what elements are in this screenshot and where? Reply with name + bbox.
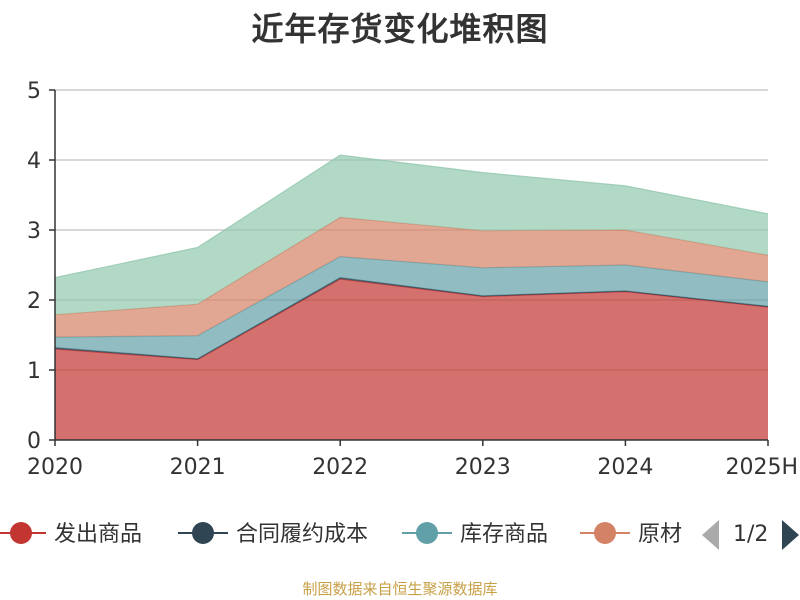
legend-label: 合同履约成本: [236, 522, 368, 547]
x-tick-label: 2022: [312, 455, 368, 480]
area-series-4: [55, 155, 768, 315]
area-series-3: [55, 217, 768, 338]
legend-label: 发出商品: [54, 522, 142, 547]
legend-label: 库存商品: [460, 522, 548, 547]
chart-title: 近年存货变化堆积图: [251, 10, 549, 48]
x-tick-label: 2024: [597, 455, 653, 480]
legend-item-0[interactable]: 发出商品: [0, 522, 142, 547]
x-tick-label: 2025H: [725, 455, 798, 480]
legend-item-2[interactable]: 库存商品: [402, 522, 548, 547]
legend-circle-icon: [10, 522, 32, 544]
area-series-line-4: [54, 154, 769, 279]
y-tick-label: 2: [27, 289, 41, 314]
triangle-right-icon[interactable]: [782, 520, 799, 550]
area-series-2: [55, 256, 768, 359]
axes: 0 1 2 3 4 5 2020 2021 2022 2023 2024 2025H: [27, 79, 798, 480]
y-tick-label: 4: [27, 149, 41, 174]
x-tick-label: 2023: [455, 455, 511, 480]
y-tick-label: 0: [27, 429, 41, 454]
legend: 发出商品 合同履约成本 库存商品 原材 1/2: [0, 505, 800, 565]
legend-label: 原材: [638, 522, 682, 547]
legend-circle-icon: [192, 522, 214, 544]
area-series: [54, 154, 769, 440]
y-tick-label: 3: [27, 219, 41, 244]
legend-page-indicator: 1/2: [733, 522, 768, 547]
source-note: 制图数据来自恒生聚源数据库: [302, 580, 498, 598]
y-tick-label: 5: [27, 79, 41, 104]
x-tick-label: 2020: [27, 455, 83, 480]
legend-circle-icon: [416, 522, 438, 544]
y-tick-label: 1: [27, 359, 41, 384]
legend-item-3[interactable]: 原材: [580, 522, 682, 547]
legend-circle-icon: [594, 522, 616, 544]
area-series-0: [55, 279, 768, 440]
triangle-left-icon[interactable]: [702, 520, 719, 550]
legend-item-1[interactable]: 合同履约成本: [178, 522, 368, 547]
x-tick-label: 2021: [170, 455, 226, 480]
